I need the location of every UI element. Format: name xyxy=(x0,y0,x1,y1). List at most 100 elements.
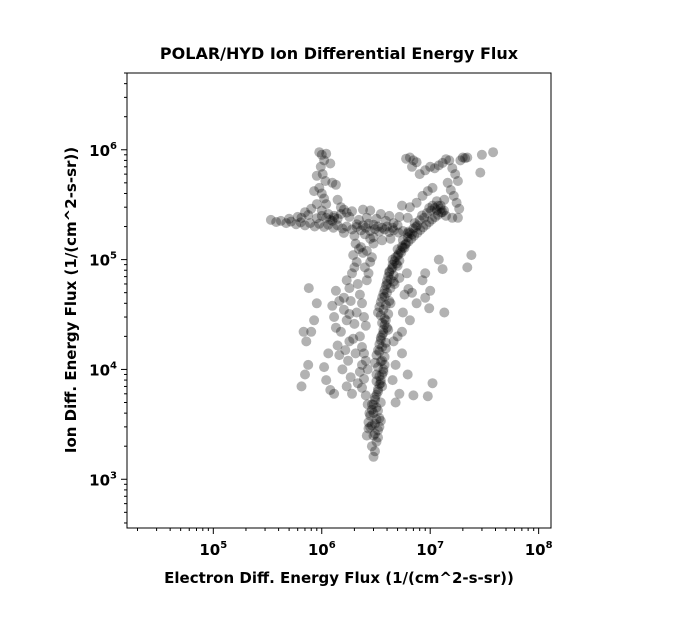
y-tick-label: 103 xyxy=(89,470,117,489)
data-point xyxy=(460,153,471,164)
data-point xyxy=(329,388,340,399)
data-point xyxy=(442,177,453,188)
data-point xyxy=(316,205,327,216)
data-point xyxy=(387,375,398,386)
data-point xyxy=(321,375,332,386)
data-point xyxy=(330,179,341,190)
data-point xyxy=(345,372,356,383)
data-point xyxy=(341,207,352,218)
data-point xyxy=(350,348,361,359)
data-point xyxy=(363,423,374,434)
data-point xyxy=(327,177,338,188)
data-point xyxy=(357,382,367,393)
data-point xyxy=(329,210,340,221)
data-point xyxy=(298,326,309,337)
data-point xyxy=(265,214,276,225)
data-point xyxy=(332,220,343,231)
data-point xyxy=(314,218,325,229)
data-point xyxy=(344,283,355,294)
data-point xyxy=(435,203,446,214)
data-point xyxy=(402,228,413,239)
data-point xyxy=(377,342,388,352)
data-point xyxy=(387,254,398,265)
data-point xyxy=(375,209,386,219)
data-point xyxy=(371,376,382,387)
data-point xyxy=(441,154,451,165)
data-point xyxy=(300,369,310,380)
data-point xyxy=(378,324,389,335)
data-point xyxy=(356,225,366,236)
data-point xyxy=(396,247,407,258)
data-point xyxy=(377,355,388,366)
data-point xyxy=(303,283,314,294)
data-point xyxy=(309,315,320,326)
data-point xyxy=(379,224,390,235)
data-point xyxy=(427,378,438,389)
data-point xyxy=(341,275,352,286)
data-point xyxy=(377,292,388,303)
data-point xyxy=(418,222,429,233)
data-point xyxy=(399,289,410,300)
data-point xyxy=(360,222,371,233)
data-point xyxy=(357,298,367,309)
data-point xyxy=(368,219,379,230)
data-point xyxy=(359,373,369,384)
data-point xyxy=(366,252,377,263)
data-point xyxy=(354,366,365,377)
data-point xyxy=(365,257,376,267)
data-point xyxy=(421,208,432,219)
data-point xyxy=(424,203,435,213)
data-point xyxy=(365,233,376,244)
data-point xyxy=(358,204,368,215)
data-point xyxy=(424,303,435,314)
data-point xyxy=(378,327,389,338)
data-point xyxy=(404,152,415,163)
data-point xyxy=(347,268,357,279)
data-point xyxy=(427,214,437,225)
data-point xyxy=(360,390,371,401)
data-point xyxy=(397,235,408,246)
data-point xyxy=(383,271,394,282)
data-point xyxy=(388,225,399,236)
data-point xyxy=(389,256,400,267)
data-point xyxy=(366,420,377,431)
data-point xyxy=(361,430,372,441)
data-point xyxy=(345,296,356,306)
data-point xyxy=(408,223,419,234)
data-point xyxy=(420,165,431,176)
data-point xyxy=(349,230,360,241)
data-point xyxy=(377,235,388,246)
data-point xyxy=(286,216,296,227)
data-point xyxy=(373,384,383,395)
data-point xyxy=(347,206,357,217)
data-point xyxy=(390,252,401,263)
data-point xyxy=(351,307,362,318)
data-point xyxy=(320,176,331,186)
data-point xyxy=(370,394,380,405)
x-tick-label: 107 xyxy=(416,540,444,559)
data-point xyxy=(397,348,407,359)
data-point xyxy=(371,436,382,447)
y-tick-label: 105 xyxy=(89,251,117,270)
data-point xyxy=(377,330,388,341)
data-point xyxy=(425,161,436,172)
data-point xyxy=(397,241,407,252)
data-point xyxy=(352,378,363,389)
data-point xyxy=(344,309,355,319)
data-point xyxy=(373,432,383,443)
data-point xyxy=(374,226,385,237)
data-point xyxy=(455,155,466,166)
data-point xyxy=(409,230,420,241)
data-point xyxy=(390,359,401,370)
data-point xyxy=(407,229,417,240)
data-point xyxy=(271,217,282,227)
data-point xyxy=(411,222,421,232)
data-point xyxy=(365,410,376,421)
data-point xyxy=(399,242,410,253)
data-point xyxy=(353,214,364,225)
data-point xyxy=(332,194,343,205)
data-point xyxy=(347,388,357,399)
data-point xyxy=(368,238,379,249)
data-point xyxy=(335,209,346,219)
data-point xyxy=(366,399,377,410)
